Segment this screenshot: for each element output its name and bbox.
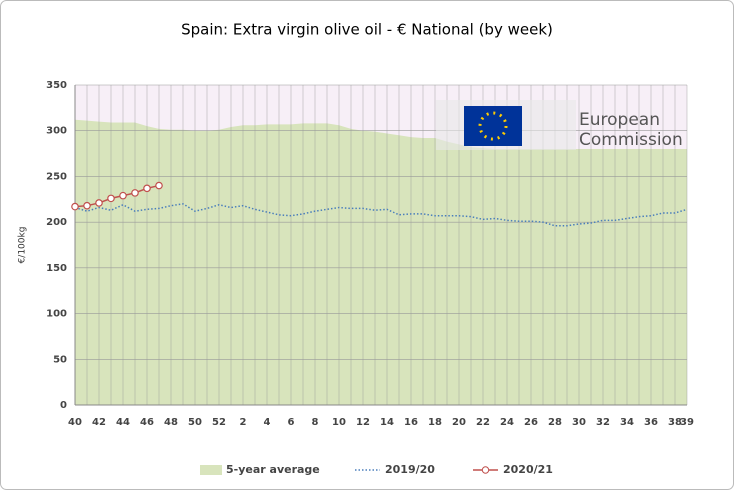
legend-label: 2019/20 bbox=[385, 463, 435, 476]
legend-marker bbox=[481, 466, 490, 474]
x-tick-label: 20 bbox=[452, 417, 466, 428]
y-tick-label: 0 bbox=[60, 400, 67, 411]
marker bbox=[107, 194, 115, 203]
x-tick-label: 12 bbox=[356, 417, 370, 428]
x-tick-label: 34 bbox=[620, 417, 634, 428]
marker bbox=[95, 199, 103, 207]
marker bbox=[71, 202, 79, 211]
x-tick-label: 18 bbox=[428, 417, 442, 428]
line bbox=[74, 203, 688, 227]
x-tick-label: 46 bbox=[140, 417, 154, 428]
y-tick-label: 150 bbox=[46, 263, 67, 274]
marker bbox=[143, 184, 151, 193]
x-tick-label: 26 bbox=[524, 417, 538, 428]
marker bbox=[83, 201, 91, 210]
x-tick-label: 50 bbox=[188, 417, 202, 428]
x-tick-label: 28 bbox=[548, 417, 562, 428]
x-tick-label: 22 bbox=[476, 417, 490, 428]
x-tick-label: 40 bbox=[68, 417, 82, 428]
area bbox=[75, 119, 687, 405]
x-tick-label: 39 bbox=[680, 417, 694, 428]
y-tick-label: 350 bbox=[46, 80, 67, 91]
logo-text: Commission bbox=[579, 130, 683, 150]
x-tick-label: 36 bbox=[644, 417, 658, 428]
y-tick-label: 100 bbox=[46, 309, 67, 320]
x-tick-label: 52 bbox=[212, 417, 226, 428]
marker bbox=[155, 181, 163, 190]
x-tick-label: 42 bbox=[92, 417, 106, 428]
legend-label: 5-year average bbox=[226, 463, 320, 476]
y-tick-label: 250 bbox=[46, 171, 67, 182]
legend-label: 2020/21 bbox=[503, 463, 553, 476]
x-tick-label: 6 bbox=[288, 417, 295, 428]
x-tick-label: 30 bbox=[572, 417, 586, 428]
marker bbox=[119, 191, 127, 200]
y-tick-label: 200 bbox=[46, 217, 67, 228]
x-tick-label: 38 bbox=[668, 417, 682, 428]
logo-text: European bbox=[579, 110, 660, 130]
x-tick-label: 14 bbox=[380, 417, 394, 428]
x-tick-label: 24 bbox=[500, 417, 514, 428]
y-tick-label: 300 bbox=[46, 126, 67, 137]
x-tick-label: 10 bbox=[332, 417, 346, 428]
legend-swatch bbox=[200, 465, 222, 475]
x-tick-label: 32 bbox=[596, 417, 610, 428]
x-tick-label: 8 bbox=[312, 417, 319, 428]
marker bbox=[131, 189, 139, 197]
x-tick-label: 48 bbox=[164, 417, 178, 428]
y-tick-label: 50 bbox=[53, 354, 67, 365]
y-axis-label: €/100kg bbox=[18, 227, 28, 264]
x-tick-label: 44 bbox=[116, 417, 130, 428]
logo: European Commission bbox=[436, 100, 683, 150]
x-tick-label: 16 bbox=[404, 417, 418, 428]
x-tick-label: 2 bbox=[240, 417, 247, 428]
x-tick-label: 4 bbox=[264, 417, 271, 428]
chart-title: Spain: Extra virgin olive oil - € Nation… bbox=[181, 21, 553, 39]
